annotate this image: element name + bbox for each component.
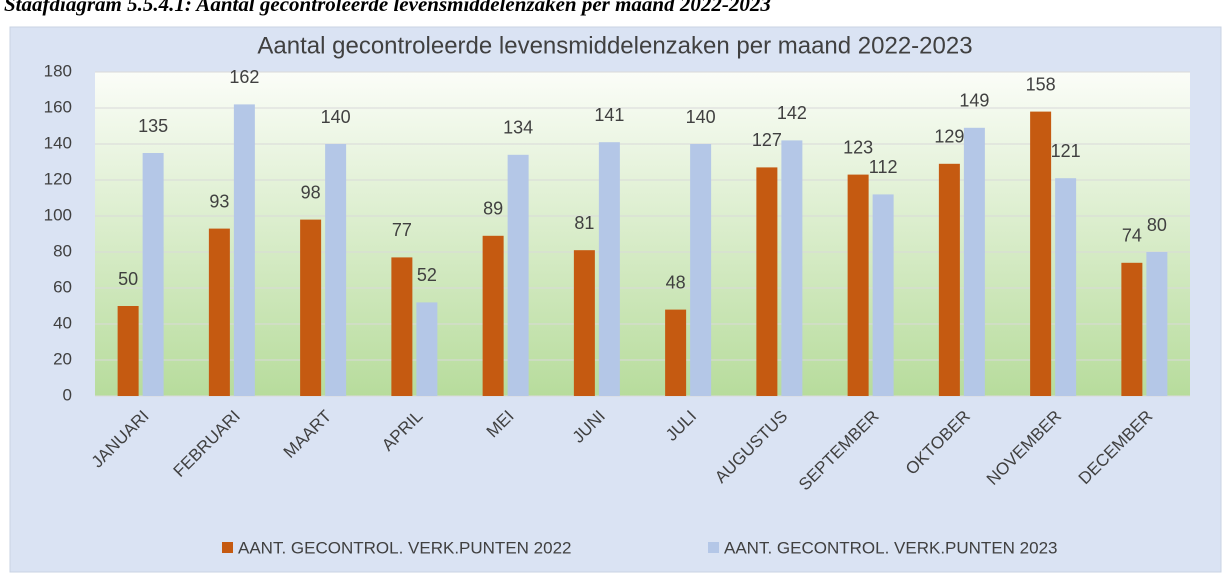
bar xyxy=(872,194,894,396)
data-label: 140 xyxy=(686,107,716,127)
bar xyxy=(416,302,438,396)
bar xyxy=(573,250,595,396)
data-label: 123 xyxy=(843,137,873,157)
bar xyxy=(208,228,230,396)
y-tick-label: 100 xyxy=(44,205,72,224)
data-label: 89 xyxy=(483,199,503,219)
bar xyxy=(482,235,504,396)
y-tick-label: 180 xyxy=(44,61,72,80)
y-tick-label: 40 xyxy=(53,313,72,332)
data-label: 127 xyxy=(752,130,782,150)
data-label: 158 xyxy=(1026,74,1056,94)
data-label: 112 xyxy=(869,157,898,177)
data-label: 129 xyxy=(934,127,964,147)
data-label: 149 xyxy=(959,91,989,111)
y-tick-label: 0 xyxy=(63,385,72,404)
y-tick-label: 60 xyxy=(53,277,72,296)
data-label: 134 xyxy=(503,118,533,138)
bar xyxy=(1121,262,1143,396)
y-tick-label: 140 xyxy=(44,133,72,152)
bar xyxy=(1055,178,1077,396)
data-label: 98 xyxy=(301,182,321,202)
chart-title: Aantal gecontroleerde levensmiddelenzake… xyxy=(257,32,972,59)
y-tick-label: 160 xyxy=(44,97,72,116)
bar xyxy=(963,127,985,397)
y-tick-label: 80 xyxy=(53,241,72,260)
data-label: 135 xyxy=(138,116,168,136)
bar xyxy=(391,257,413,396)
legend-swatch xyxy=(222,542,233,553)
data-label: 52 xyxy=(417,265,437,285)
plot-area xyxy=(95,72,1190,396)
bar xyxy=(781,140,803,396)
y-tick-label: 120 xyxy=(44,169,72,188)
data-label: 81 xyxy=(574,213,594,233)
bar xyxy=(756,167,778,396)
data-label: 50 xyxy=(118,269,138,289)
y-tick-label: 20 xyxy=(53,349,72,368)
bar xyxy=(690,144,712,396)
bar xyxy=(598,142,620,396)
data-label: 140 xyxy=(321,107,351,127)
data-label: 141 xyxy=(594,105,624,125)
data-label: 77 xyxy=(392,220,412,240)
bar xyxy=(1146,252,1168,396)
bar xyxy=(507,154,529,396)
bar xyxy=(1030,111,1052,396)
caption: Staafdiagram 5.5.4.1: Aantal gecontrolee… xyxy=(4,0,771,16)
bar xyxy=(665,309,687,396)
bar xyxy=(938,163,960,396)
data-label: 121 xyxy=(1051,141,1081,161)
data-label: 142 xyxy=(777,103,807,123)
bar xyxy=(233,104,255,397)
data-label: 93 xyxy=(209,191,229,211)
legend-swatch xyxy=(708,542,719,553)
data-label: 48 xyxy=(666,272,686,292)
data-label: 80 xyxy=(1147,215,1167,235)
bar xyxy=(117,306,139,396)
bar xyxy=(325,144,347,396)
legend-label: AANT. GECONTROL. VERK.PUNTEN 2023 xyxy=(724,538,1057,557)
bar xyxy=(847,174,869,396)
bar xyxy=(300,219,322,396)
legend-label: AANT. GECONTROL. VERK.PUNTEN 2022 xyxy=(238,538,571,557)
data-label: 162 xyxy=(229,67,259,87)
data-label: 74 xyxy=(1122,226,1142,246)
bar xyxy=(142,153,164,396)
